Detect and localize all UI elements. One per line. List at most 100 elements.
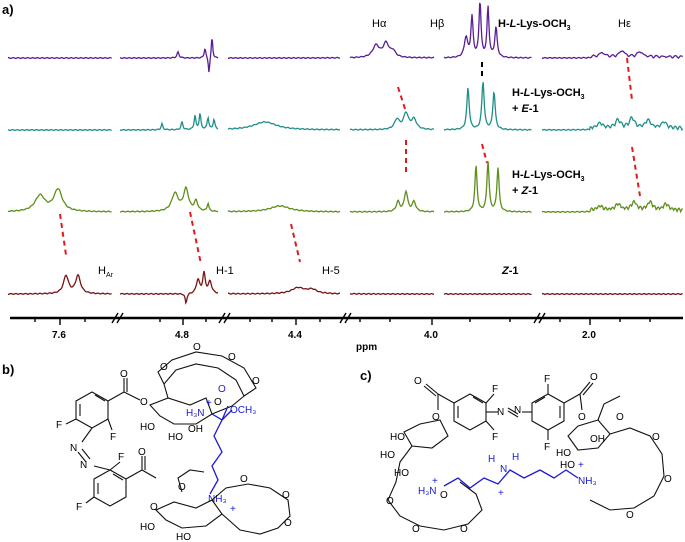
tick-label-4-0: 4.0	[424, 330, 438, 341]
c-plus-2: +	[498, 488, 504, 499]
trace-3-segment-2	[119, 185, 219, 213]
b-ester-o-1: O	[140, 397, 148, 408]
trace-1-segment-2	[119, 39, 219, 73]
c-f-atom-1: F	[492, 384, 498, 395]
c-crown-o-1: O	[386, 496, 394, 507]
h-beta-shift	[481, 143, 488, 164]
b-n-atom-2: N	[80, 460, 87, 471]
trace-1-segment-1	[7, 56, 112, 60]
c-aryl-ring-left	[453, 393, 487, 431]
b-crown-o-8: O	[178, 482, 186, 493]
b-f-atom-2: F	[110, 432, 116, 443]
b-crown-o-5: O	[240, 474, 248, 485]
b-crown-bottom	[211, 483, 291, 535]
trace-3-segment-1	[7, 188, 112, 213]
trace-2-segment-4	[349, 111, 435, 131]
c-crown-right-top	[597, 395, 621, 421]
c-nh-h1: H	[488, 454, 495, 465]
b-f-atom-3: F	[118, 452, 124, 463]
trace-2-sublabel: + E-1	[512, 103, 539, 115]
b-crown-o-7: O	[284, 518, 292, 529]
c-crown-o-5: O	[616, 412, 624, 423]
c-f-atom-4: F	[544, 442, 550, 453]
tick-label-2-0: 2.0	[582, 330, 596, 341]
trace-2-segment-2	[119, 113, 219, 131]
b-h3n-ammonium: H₃N	[186, 408, 205, 419]
b-plus-1: +	[206, 398, 212, 409]
trace-3-segment-6	[541, 199, 684, 214]
b-f-atom-1: F	[56, 420, 62, 431]
tick-label-4-8: 4.8	[175, 330, 189, 341]
b-ho-2: HO	[168, 432, 183, 443]
b-n-atom-1: N	[70, 443, 77, 454]
b-oh-1: OH	[188, 424, 203, 435]
trace-3-segment-3	[227, 205, 341, 213]
c-ester-o-2: O	[578, 412, 586, 423]
trace-1-segment-4	[349, 40, 435, 59]
b-crown-o-3: O	[228, 352, 236, 363]
b-crown-o-6: O	[282, 490, 290, 501]
structure-b: N N F F F F O O O O O O O O O HO HO OH H…	[56, 342, 292, 542]
c-nh-h2: H	[512, 452, 519, 463]
trace-3-label: H-L-Lys-OCH3	[512, 169, 585, 183]
b-carbonyl-o-1: O	[120, 369, 128, 380]
b-lysine-chain	[209, 413, 223, 495]
panel-a-label: a)	[2, 2, 14, 17]
c-nh-n: N	[500, 464, 507, 475]
panel-b-label: b)	[2, 362, 14, 377]
trace-4-segment-2	[119, 270, 219, 305]
trace-2-segment-3	[227, 120, 341, 131]
h1-label: H-1	[216, 265, 234, 277]
c-plus-1: +	[432, 476, 438, 487]
trace-3-segment-4	[349, 189, 435, 213]
c-h3n: H₃N	[418, 486, 437, 497]
b-aryl-ring-top	[75, 391, 109, 429]
b-f-atom-4: F	[76, 502, 82, 513]
b-aryl-ring-bottom	[93, 469, 127, 507]
c-ho-1: HO	[390, 432, 405, 443]
b-ester-o-2: O	[150, 502, 158, 513]
trace-2-segment-1	[7, 128, 112, 132]
axis-break-marks	[111, 312, 546, 324]
b-ho-1: HO	[140, 422, 155, 433]
trace-4-segment-1	[7, 273, 112, 295]
trace-4-segment-3	[227, 286, 340, 295]
correlation-lines	[59, 57, 641, 265]
c-ho-5: HO	[560, 460, 575, 471]
c-ho-4: HO	[556, 448, 571, 459]
structure-c: N N F F F F O O O O HO HO HO O O O O HO	[380, 372, 672, 535]
trace-2-segment-5	[443, 82, 532, 131]
h5-label: H-5	[322, 265, 340, 277]
h1-shift	[189, 211, 202, 265]
c-polyamine-chain	[443, 469, 579, 489]
c-nh3: NH₃	[578, 476, 597, 487]
b-ring-o-top: O	[214, 397, 222, 408]
c-aryl-ring-right	[531, 393, 565, 431]
b-crown-bottom-left	[177, 469, 205, 493]
c-plus-3: +	[578, 460, 584, 471]
c-carbonyl-o-1: O	[414, 376, 422, 387]
b-ester-o-blue: O	[218, 384, 226, 395]
b-crown-o-4: O	[252, 376, 260, 387]
h-alpha-label: Hα	[372, 18, 387, 30]
c-crown-o-6: O	[652, 432, 660, 443]
trace-1-segment-3	[228, 56, 340, 60]
b-ho-3: HO	[140, 522, 155, 533]
h-ar-label: HAr	[98, 265, 114, 279]
c-f-atom-2: F	[492, 432, 498, 443]
b-ho-4: HO	[176, 532, 191, 542]
c-crown-o-4: O	[440, 490, 448, 501]
trace-1-label: H-L-Lys-OCH3	[498, 18, 571, 32]
trace-3-sublabel: + Z-1	[512, 185, 538, 197]
c-sugar-left	[403, 419, 449, 449]
c-oh-1: OH	[590, 434, 605, 445]
c-crown-left	[387, 445, 483, 531]
c-ester-o-1: O	[432, 412, 440, 423]
c-f-atom-3: F	[544, 374, 550, 385]
trace-2-segment-6	[541, 115, 684, 131]
b-nh3: NH₃	[208, 494, 227, 505]
b-crown-o-1: O	[160, 362, 168, 373]
h5-shift	[290, 223, 301, 263]
h-alpha-shift-1	[397, 86, 407, 113]
